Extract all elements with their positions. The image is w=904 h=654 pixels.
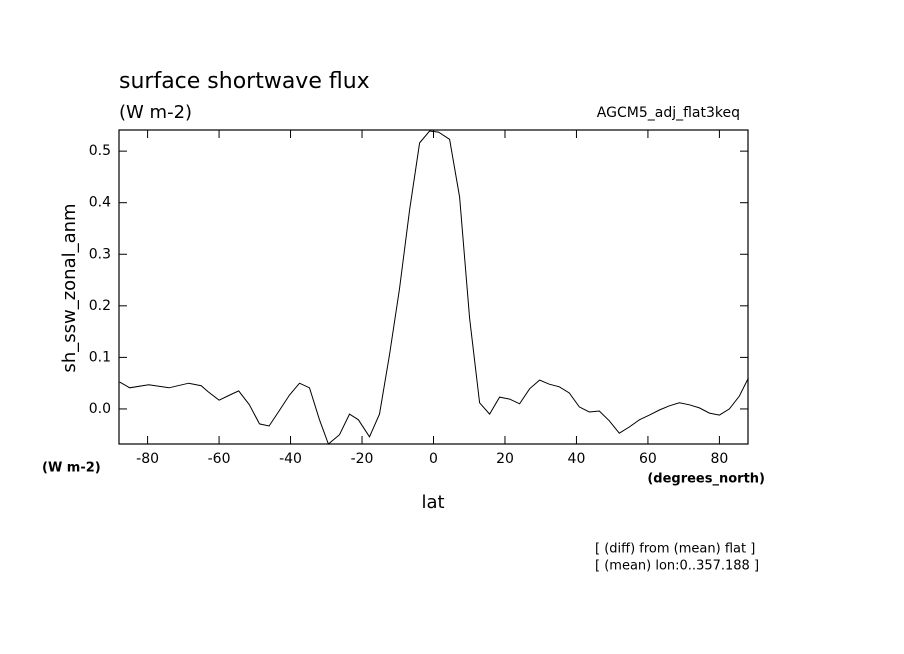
note: [ (diff) from (mean) flat ] xyxy=(595,542,755,557)
note: [ (mean) lon:0..357.188 ] xyxy=(595,559,759,574)
y-unit: (W m-2) xyxy=(42,461,101,476)
y-tick-label: 0.1 xyxy=(89,349,111,365)
y-tick-label: 0.4 xyxy=(89,195,111,211)
chart-subtitle: (W m-2) xyxy=(119,102,192,123)
y-tick-label: 0.3 xyxy=(89,246,111,262)
x-tick-label: -20 xyxy=(351,451,374,467)
x-tick-label: 0 xyxy=(429,451,438,467)
x-unit: (degrees_north) xyxy=(647,472,765,487)
x-tick-label: 20 xyxy=(496,451,514,467)
y-tick-label: 0.2 xyxy=(89,298,111,314)
x-tick-label: -40 xyxy=(279,451,302,467)
y-tick-label: 0.5 xyxy=(89,143,111,159)
y-axis-label: sh_ssw_zonal_anm xyxy=(59,203,80,372)
annotation: AGCM5_adj_flat3keq xyxy=(597,105,740,121)
chart-title: surface shortwave flux xyxy=(119,69,370,94)
x-tick-label: -60 xyxy=(208,451,231,467)
x-tick-label: -80 xyxy=(136,451,159,467)
data-line xyxy=(119,130,749,445)
y-tick-label: 0.0 xyxy=(89,401,111,417)
x-axis-label: lat xyxy=(421,492,444,513)
x-tick-label: 80 xyxy=(710,451,728,467)
x-tick-label: 40 xyxy=(568,451,586,467)
x-tick-label: 60 xyxy=(639,451,657,467)
